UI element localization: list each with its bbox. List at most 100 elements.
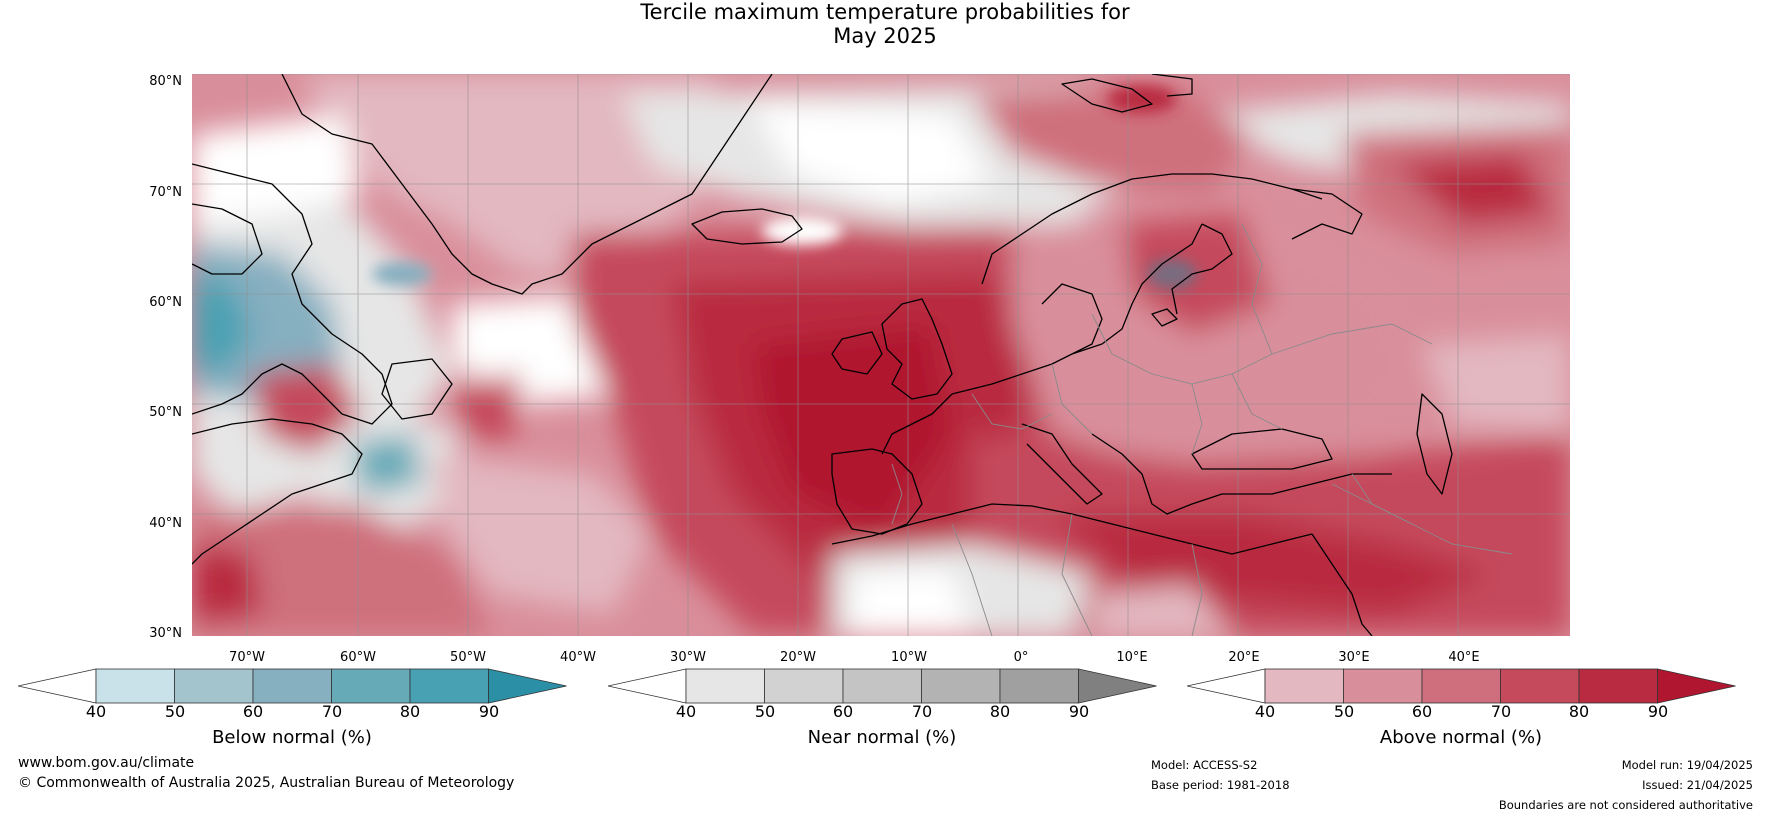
below-normal-core-field (192, 274, 252, 374)
south-norway-coast (1041, 283, 1103, 355)
svalbard-spot (1107, 85, 1177, 113)
newfoundland-coast (381, 358, 453, 420)
greenland-field (302, 74, 732, 274)
lon-label-40e: 40°E (1448, 650, 1480, 665)
colorbar-segment-2 (174, 668, 254, 704)
colorbar-segment-5 (1578, 668, 1658, 704)
cbar-above-tick-50: 50 (1333, 702, 1355, 721)
lat-label-50n: 50°N (149, 405, 182, 420)
colorbar-segment-4 (1500, 668, 1580, 704)
title-line-1: Tercile maximum temperature probabilitie… (640, 0, 1130, 24)
svalbard-coast (1061, 78, 1153, 113)
probability-map (192, 74, 1570, 636)
britain-coast (881, 298, 953, 400)
country-borders (891, 223, 1513, 636)
kola-coast (1291, 188, 1363, 240)
colorbar-extend-low (1187, 668, 1266, 704)
cbar-above-tick-70: 70 (1490, 702, 1512, 721)
iceland-coast (691, 208, 803, 245)
cbar-above-title: Above normal (%) (1379, 727, 1543, 748)
border-12 (1331, 483, 1513, 555)
norwegian-sea-field (972, 84, 1252, 194)
north-europe-coast (951, 353, 1073, 395)
labrador-coast (192, 163, 393, 425)
lon-label-30e: 30°E (1338, 650, 1370, 665)
lon-label-70w: 70°W (229, 650, 265, 665)
border-2 (1051, 363, 1093, 435)
levant-coast (1311, 533, 1373, 636)
cbar-below-tick-40: 40 (85, 702, 107, 721)
cbar-below-title: Below normal (%) (212, 727, 372, 748)
cbar-near-tick-60: 60 (832, 702, 854, 721)
colorbar-extend-low (608, 668, 687, 704)
colorbar-segment-2 (1343, 668, 1423, 704)
lat-label-30n: 30°N (149, 626, 182, 641)
europe-field (1012, 224, 1432, 474)
gotland-coast (1151, 308, 1178, 327)
lon-label-0: 0° (1013, 650, 1029, 665)
subtropical-field (432, 454, 652, 614)
greenland-coast-spot (372, 262, 432, 286)
cbar-above-tick-80: 80 (1568, 702, 1590, 721)
colorbar-segment-5 (409, 668, 489, 704)
lon-label-20e: 20°E (1228, 650, 1260, 665)
border-8 (891, 463, 903, 525)
colorbar-extend-high (488, 668, 567, 704)
colorbar-near-normal (608, 668, 1157, 704)
cbar-above-tick-60: 60 (1411, 702, 1433, 721)
greenland-coast (281, 74, 773, 295)
cbar-below-tick-60: 60 (242, 702, 264, 721)
central-atlantic-core-field (752, 324, 952, 534)
north-africa-white-field (852, 569, 972, 636)
colorbar-segment-4 (921, 668, 1001, 704)
ireland-coast (831, 331, 883, 375)
colorbar-segment-3 (842, 668, 922, 704)
caspian-coast (1416, 393, 1453, 495)
cbar-near-title: Near normal (%) (807, 727, 957, 748)
cbar-below-tick-90: 90 (478, 702, 500, 721)
cbar-below-tick-70: 70 (321, 702, 343, 721)
colorbar-segment-5 (999, 668, 1079, 704)
lon-label-60w: 60°W (340, 650, 376, 665)
colorbar-segment-1 (685, 668, 765, 704)
border-10 (1061, 513, 1093, 636)
footer-url[interactable]: www.bom.gov.au/climate (18, 755, 195, 771)
lon-label-10w: 10°W (891, 650, 927, 665)
colorbar-segment-3 (252, 668, 332, 704)
cbar-near-tick-40: 40 (675, 702, 697, 721)
colorbar-below-normal (18, 668, 567, 704)
map-svg (192, 74, 1570, 636)
barents-hot-field (1392, 154, 1552, 224)
footer-copyright: © Commonwealth of Australia 2025, Austra… (18, 775, 515, 791)
graticule (192, 74, 1570, 636)
iberia-coast (831, 448, 923, 535)
cbar-above-tick-90: 90 (1647, 702, 1669, 721)
sable-hot-field (452, 374, 522, 444)
norway-coast (981, 173, 1323, 285)
footer-base-period: Base period: 1981-2018 (1151, 778, 1290, 792)
cbar-near-tick-70: 70 (911, 702, 933, 721)
italy-coast (1021, 423, 1103, 505)
footer-model: Model: ACCESS-S2 (1151, 758, 1258, 772)
cbar-near-tick-90: 90 (1068, 702, 1090, 721)
lon-label-50w: 50°W (450, 650, 486, 665)
colorbar-extend-high (1657, 668, 1736, 704)
lon-label-10e: 10°E (1116, 650, 1148, 665)
colorbar-above-normal (1187, 668, 1736, 704)
colorbar-segment-1 (1264, 668, 1344, 704)
border-4 (1191, 383, 1203, 455)
below-normal-eastus-field (352, 434, 422, 494)
lon-label-30w: 30°W (670, 650, 706, 665)
iceland-spot (762, 217, 842, 245)
lat-label-80n: 80°N (149, 74, 182, 89)
colorbar-segment-4 (331, 668, 411, 704)
norway-coast-spot (1147, 259, 1197, 289)
southwest-atlantic-hot-field (192, 544, 262, 624)
colorbar-segment-2 (764, 668, 844, 704)
cbar-near-tick-50: 50 (754, 702, 776, 721)
lon-label-40w: 40°W (560, 650, 596, 665)
lon-label-20w: 20°W (780, 650, 816, 665)
footer-disclaimer: Boundaries are not considered authoritat… (1498, 798, 1753, 812)
cbar-below-tick-50: 50 (164, 702, 186, 721)
gulf-bothnia-coast (1171, 223, 1233, 315)
